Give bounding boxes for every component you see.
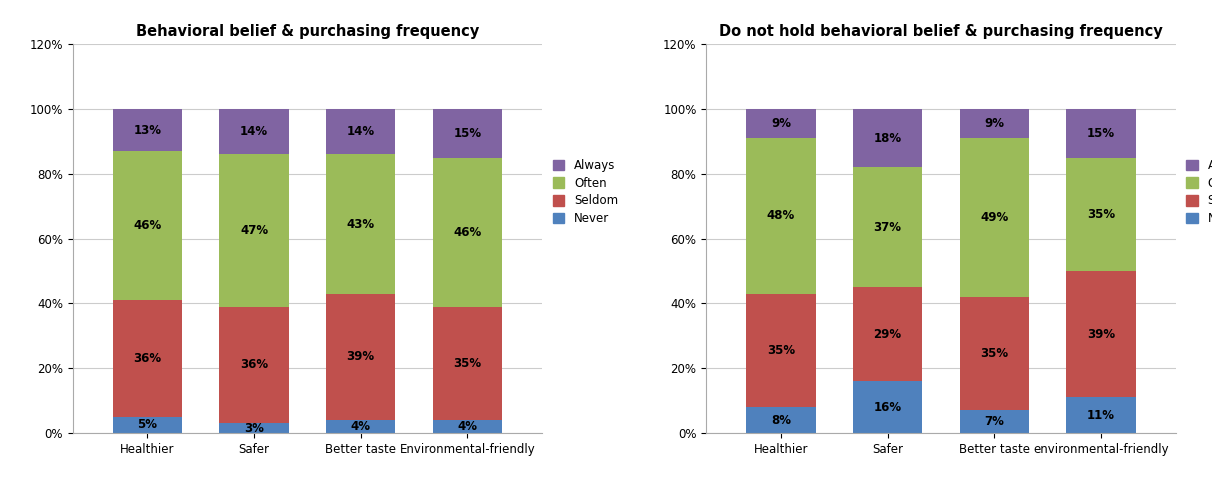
- Text: 3%: 3%: [244, 422, 264, 434]
- Bar: [1067, 398, 1136, 433]
- Text: 4%: 4%: [350, 420, 371, 433]
- Text: 4%: 4%: [457, 420, 478, 433]
- Bar: [747, 138, 816, 294]
- Text: 16%: 16%: [874, 400, 902, 414]
- Title: Behavioral belief & purchasing frequency: Behavioral belief & purchasing frequency: [136, 24, 479, 39]
- Text: 7%: 7%: [984, 415, 1005, 428]
- Bar: [113, 151, 182, 300]
- Bar: [433, 420, 502, 433]
- Bar: [433, 157, 502, 307]
- Bar: [219, 307, 288, 423]
- Bar: [326, 294, 395, 420]
- Text: 37%: 37%: [874, 221, 902, 234]
- Text: 36%: 36%: [240, 359, 268, 371]
- Bar: [433, 109, 502, 157]
- Text: 49%: 49%: [981, 211, 1008, 224]
- Text: 46%: 46%: [133, 219, 161, 232]
- Title: Do not hold behavioral belief & purchasing frequency: Do not hold behavioral belief & purchasi…: [719, 24, 1162, 39]
- Bar: [219, 109, 288, 154]
- Text: 9%: 9%: [771, 117, 791, 130]
- Text: 15%: 15%: [1087, 127, 1115, 140]
- Bar: [853, 167, 922, 287]
- Bar: [853, 109, 922, 167]
- Text: 14%: 14%: [240, 125, 268, 138]
- Legend: Always, Often, Seldom, Never: Always, Often, Seldom, Never: [553, 159, 618, 225]
- Bar: [853, 287, 922, 381]
- Bar: [326, 109, 395, 154]
- Text: 9%: 9%: [984, 117, 1005, 130]
- Bar: [219, 423, 288, 433]
- Bar: [1067, 109, 1136, 157]
- Bar: [433, 307, 502, 420]
- Bar: [326, 154, 395, 294]
- Bar: [1067, 157, 1136, 271]
- Text: 11%: 11%: [1087, 409, 1115, 422]
- Legend: Always, Often, Seldom, Never: Always, Often, Seldom, Never: [1187, 159, 1212, 225]
- Bar: [113, 300, 182, 417]
- Text: 35%: 35%: [453, 357, 481, 370]
- Bar: [747, 109, 816, 138]
- Text: 15%: 15%: [453, 127, 481, 140]
- Bar: [113, 109, 182, 151]
- Bar: [960, 297, 1029, 410]
- Text: 18%: 18%: [874, 132, 902, 145]
- Bar: [960, 109, 1029, 138]
- Text: 46%: 46%: [453, 226, 481, 239]
- Bar: [960, 410, 1029, 433]
- Text: 47%: 47%: [240, 224, 268, 237]
- Bar: [113, 417, 182, 433]
- Text: 8%: 8%: [771, 413, 791, 427]
- Bar: [853, 381, 922, 433]
- Text: 36%: 36%: [133, 352, 161, 365]
- Bar: [326, 420, 395, 433]
- Text: 35%: 35%: [767, 344, 795, 357]
- Text: 39%: 39%: [1087, 328, 1115, 340]
- Text: 39%: 39%: [347, 350, 375, 364]
- Text: 35%: 35%: [1087, 208, 1115, 221]
- Text: 35%: 35%: [981, 347, 1008, 360]
- Text: 13%: 13%: [133, 123, 161, 137]
- Bar: [747, 407, 816, 433]
- Text: 48%: 48%: [767, 210, 795, 222]
- Bar: [219, 154, 288, 307]
- Text: 5%: 5%: [137, 418, 158, 431]
- Text: 14%: 14%: [347, 125, 375, 138]
- Bar: [1067, 271, 1136, 398]
- Text: 29%: 29%: [874, 328, 902, 340]
- Bar: [960, 138, 1029, 297]
- Text: 43%: 43%: [347, 217, 375, 231]
- Bar: [747, 294, 816, 407]
